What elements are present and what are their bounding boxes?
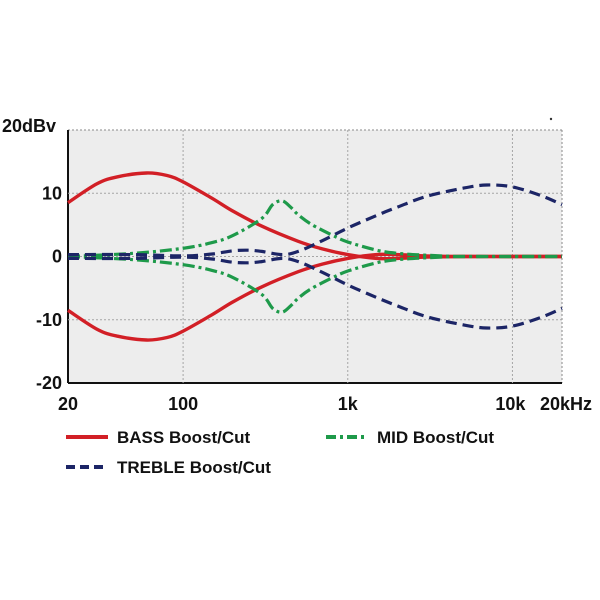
y-tick-label--10: -10 <box>36 310 62 330</box>
y-tick-label-20dBv: 20dBv <box>2 116 56 136</box>
legend-label-bass: BASS Boost/Cut <box>117 428 251 447</box>
y-tick-label--20: -20 <box>36 373 62 393</box>
mid-curve-cut <box>67 254 562 314</box>
x-tick-label-20kHz: 20kHz <box>540 394 592 414</box>
y-tick-label-0: 0 <box>52 247 62 267</box>
stray-dot <box>549 117 553 121</box>
x-tick-label-1k: 1k <box>338 394 359 414</box>
treble-curve-cut <box>67 255 563 330</box>
mid-curve-boost <box>67 199 562 259</box>
y-tick-label-10: 10 <box>42 183 62 203</box>
series-curves <box>67 171 563 342</box>
x-tick-label-10k: 10k <box>495 394 526 414</box>
x-tick-label-20: 20 <box>58 394 78 414</box>
bass-curve-cut <box>67 252 562 342</box>
legend-label-mid: MID Boost/Cut <box>377 428 494 447</box>
legend: BASS Boost/Cut MID Boost/Cut TREBLE Boost/… <box>66 428 494 477</box>
legend-label-treble: TREBLE Boost/Cut <box>117 458 271 477</box>
x-tick-label-100: 100 <box>168 394 198 414</box>
treble-curve-boost <box>67 183 563 258</box>
